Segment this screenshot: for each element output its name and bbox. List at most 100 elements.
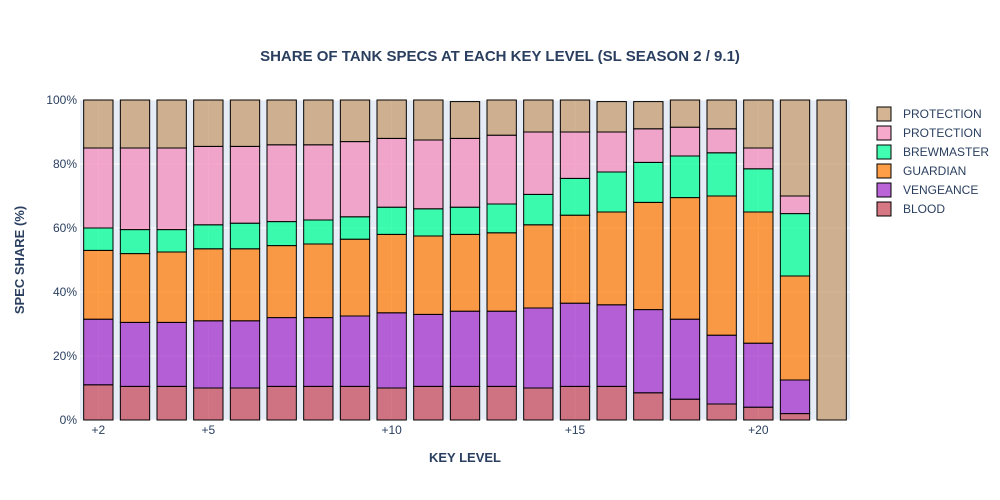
bar-segment-brewmaster[interactable] [229,222,261,250]
bar-segment-vengeance[interactable] [743,342,774,408]
bar-segment-brewmaster[interactable] [486,203,517,234]
bar-segment-guardian[interactable] [119,253,151,323]
bar-segment-vengeance[interactable] [229,320,261,389]
bar-segment-brewmaster[interactable] [266,221,297,247]
bar-segment-brewmaster[interactable] [743,168,774,213]
bar-segment-blood[interactable] [413,385,444,421]
bar-segment-protection[interactable] [816,99,847,421]
bar-segment-protection[interactable] [633,101,664,130]
bar-segment-protection[interactable] [559,99,591,133]
bar-segment-brewmaster[interactable] [669,155,701,199]
bar-segment-protection[interactable] [779,195,811,215]
bar-segment-vengeance[interactable] [266,317,297,387]
bar-segment-vengeance[interactable] [83,318,114,386]
bar-segment-protection[interactable] [83,147,114,229]
bar-segment-blood[interactable] [156,385,187,421]
bar-segment-guardian[interactable] [83,249,114,320]
bar-segment-protection[interactable] [596,101,627,133]
bar-segment-blood[interactable] [633,392,664,421]
bar-segment-brewmaster[interactable] [779,213,811,277]
bar-segment-vengeance[interactable] [486,310,517,387]
bar-segment-guardian[interactable] [669,197,701,320]
bar-segment-vengeance[interactable] [156,321,187,387]
bar-segment-protection[interactable] [303,99,334,146]
bar-segment-protection[interactable] [303,144,334,221]
bar-segment-blood[interactable] [596,385,627,421]
bar-segment-protection[interactable] [119,147,151,231]
bar-segment-protection[interactable] [266,99,297,146]
bar-segment-protection[interactable] [193,145,224,226]
bar-segment-blood[interactable] [229,387,261,421]
bar-segment-guardian[interactable] [596,211,627,306]
bar-segment-blood[interactable] [193,387,224,421]
bar-segment-brewmaster[interactable] [376,206,407,235]
bar-segment-guardian[interactable] [523,224,554,309]
bar-segment-protection[interactable] [156,147,187,231]
bar-segment-blood[interactable] [266,385,297,421]
bar-segment-brewmaster[interactable] [303,219,334,245]
bar-segment-blood[interactable] [119,385,151,421]
bar-segment-vengeance[interactable] [669,318,701,400]
bar-segment-protection[interactable] [596,131,627,173]
legend-item-protection[interactable]: PROTECTION [876,125,982,141]
bar-segment-protection[interactable] [486,134,517,205]
bar-segment-guardian[interactable] [449,233,481,312]
bar-segment-guardian[interactable] [633,201,664,311]
bar-segment-guardian[interactable] [743,211,774,344]
bar-segment-brewmaster[interactable] [523,193,554,226]
bar-segment-brewmaster[interactable] [119,229,151,255]
bar-segment-protection[interactable] [413,139,444,210]
bar-segment-protection[interactable] [706,99,737,130]
legend-item-blood[interactable]: BLOOD [876,201,945,217]
bar-segment-vengeance[interactable] [119,321,151,387]
bar-segment-protection[interactable] [779,99,811,197]
bar-segment-guardian[interactable] [303,243,334,319]
bar-segment-vengeance[interactable] [449,310,481,387]
bar-segment-guardian[interactable] [779,275,811,381]
bar-segment-brewmaster[interactable] [633,161,664,203]
bar-segment-protection[interactable] [83,99,114,149]
bar-segment-brewmaster[interactable] [339,216,371,240]
bar-segment-protection[interactable] [119,99,151,149]
bar-segment-protection[interactable] [669,126,701,157]
legend-item-protection[interactable]: PROTECTION [876,106,982,122]
legend-item-guardian[interactable]: GUARDIAN [876,163,966,179]
bar-segment-brewmaster[interactable] [449,206,481,235]
bar-segment-brewmaster[interactable] [706,152,737,197]
bar-segment-vengeance[interactable] [193,320,224,389]
bar-segment-protection[interactable] [156,99,187,149]
bar-segment-protection[interactable] [633,128,664,163]
bar-segment-protection[interactable] [743,147,774,170]
bar-segment-guardian[interactable] [229,248,261,322]
bar-segment-protection[interactable] [229,145,261,224]
bar-segment-vengeance[interactable] [376,312,407,389]
bar-segment-vengeance[interactable] [596,304,627,387]
bar-segment-guardian[interactable] [559,214,591,304]
legend-item-vengeance[interactable]: VENGEANCE [876,182,978,198]
bar-segment-blood[interactable] [376,387,407,421]
bar-segment-guardian[interactable] [486,232,517,312]
bar-segment-vengeance[interactable] [706,334,737,405]
bar-segment-brewmaster[interactable] [193,224,224,250]
bar-segment-protection[interactable] [413,99,444,141]
bar-segment-protection[interactable] [449,101,481,139]
bar-segment-protection[interactable] [706,128,737,154]
bar-segment-vengeance[interactable] [339,315,371,387]
bar-segment-blood[interactable] [523,387,554,421]
bar-segment-protection[interactable] [523,131,554,195]
bar-segment-vengeance[interactable] [633,309,664,394]
bar-segment-protection[interactable] [559,131,591,179]
bar-segment-vengeance[interactable] [779,379,811,415]
bar-segment-protection[interactable] [523,99,554,133]
bar-segment-guardian[interactable] [193,248,224,322]
bar-segment-brewmaster[interactable] [559,177,591,216]
bar-segment-blood[interactable] [486,385,517,421]
bar-segment-brewmaster[interactable] [413,208,444,237]
legend-item-brewmaster[interactable]: BREWMASTER [876,144,989,160]
bar-segment-protection[interactable] [486,99,517,136]
bar-segment-blood[interactable] [559,385,591,421]
bar-segment-blood[interactable] [669,398,701,421]
bar-segment-brewmaster[interactable] [596,171,627,213]
bar-segment-blood[interactable] [339,385,371,421]
bar-segment-brewmaster[interactable] [83,227,114,251]
